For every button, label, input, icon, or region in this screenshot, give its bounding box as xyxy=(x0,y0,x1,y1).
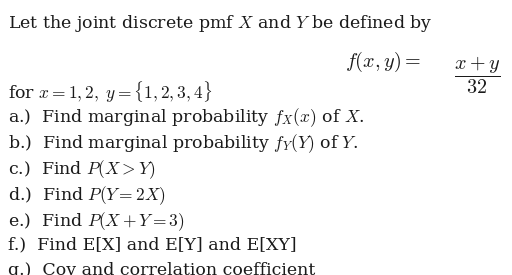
Text: d.)  Find $P(Y = 2X)$: d.) Find $P(Y = 2X)$ xyxy=(8,184,166,207)
Text: Let the joint discrete pmf $X$ and $Y$ be defined by: Let the joint discrete pmf $X$ and $Y$ b… xyxy=(8,13,433,34)
Text: a.)  Find marginal probability $f_X(x)$ of $X$.: a.) Find marginal probability $f_X(x)$ o… xyxy=(8,106,365,129)
Text: $f(x, y) = $: $f(x, y) = $ xyxy=(345,50,421,74)
Text: f.)  Find E[X] and E[Y] and E[XY]: f.) Find E[X] and E[Y] and E[XY] xyxy=(8,236,296,253)
Text: e.)  Find $P(X + Y = 3)$: e.) Find $P(X + Y = 3)$ xyxy=(8,210,184,233)
Text: for $x = 1, 2,\; y = \{1, 2, 3, 4\}$: for $x = 1, 2,\; y = \{1, 2, 3, 4\}$ xyxy=(8,80,212,105)
Text: g.)  Cov and correlation coefficient: g.) Cov and correlation coefficient xyxy=(8,262,315,275)
Text: b.)  Find marginal probability $f_Y(Y)$ of $Y$.: b.) Find marginal probability $f_Y(Y)$ o… xyxy=(8,132,358,155)
Text: c.)  Find $P(X > Y)$: c.) Find $P(X > Y)$ xyxy=(8,158,156,181)
Text: $\dfrac{x + y}{32}$: $\dfrac{x + y}{32}$ xyxy=(454,55,500,96)
